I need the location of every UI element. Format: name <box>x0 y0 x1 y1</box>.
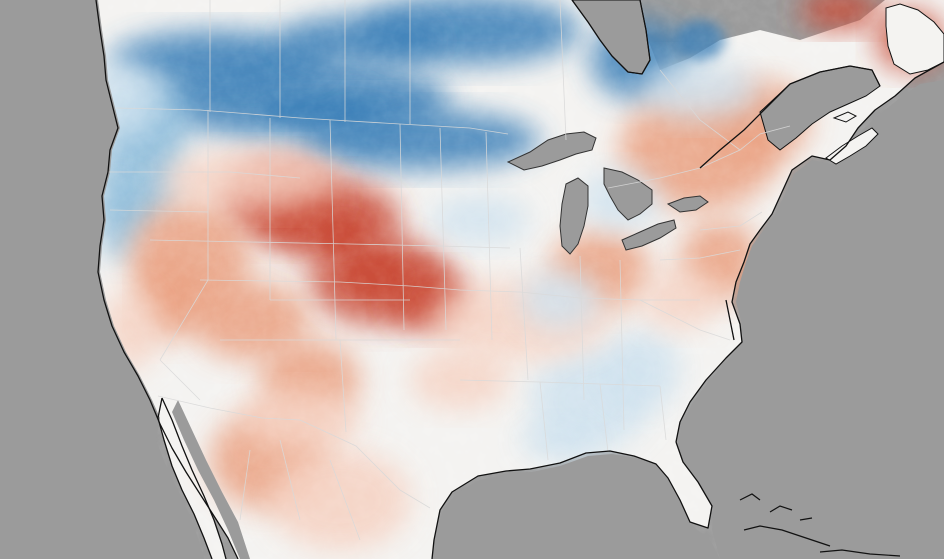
pacific-coastline <box>95 0 239 559</box>
chesapeake <box>725 299 735 341</box>
baja-coastline <box>157 397 227 559</box>
us-mexico-border <box>157 395 431 509</box>
gulf-of-california <box>172 400 250 559</box>
gulf-of-mexico <box>432 454 720 559</box>
pacific-ocean <box>0 0 204 559</box>
lake-huron <box>603 167 653 221</box>
coastlines <box>95 0 944 559</box>
lake-erie <box>621 219 677 251</box>
political-borders <box>108 0 791 541</box>
lake-michigan <box>559 177 589 255</box>
atlantic-ocean <box>678 80 944 559</box>
great-lakes <box>506 131 709 255</box>
hudson-coastline <box>571 0 651 75</box>
st-lawrence-coastline <box>699 65 881 169</box>
province-lines <box>209 0 741 151</box>
lake-superior <box>506 131 597 171</box>
caribbean-islands <box>739 493 901 557</box>
atlantic-coastline <box>675 61 944 443</box>
pei <box>832 111 858 123</box>
lake-ontario <box>666 195 709 213</box>
gulf-coastline <box>431 441 713 559</box>
state-lines <box>108 110 763 541</box>
us-canada-border <box>115 107 791 189</box>
nova-scotia <box>825 127 879 165</box>
